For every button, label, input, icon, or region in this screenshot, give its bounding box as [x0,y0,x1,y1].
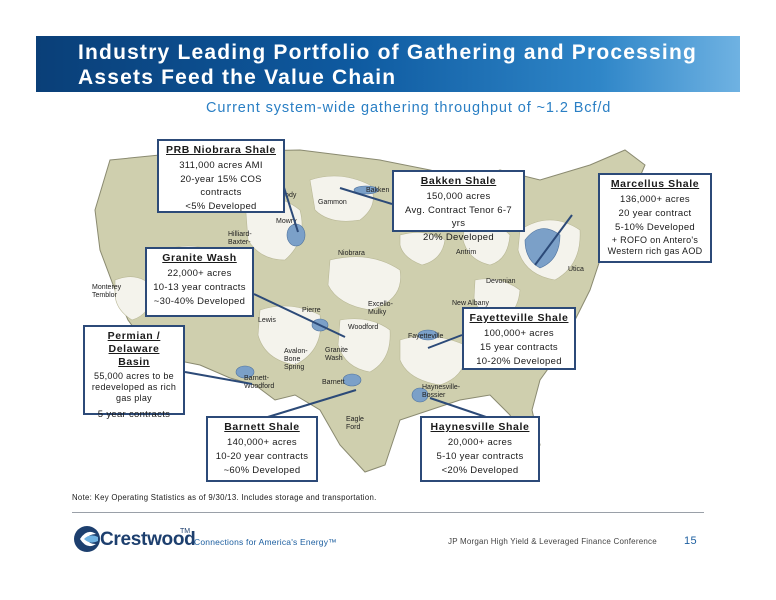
callout-title: Barnett Shale [224,421,300,433]
callout-bakken: Bakken Shale 150,000 acres Avg. Contract… [392,170,525,243]
page-subtitle: Current system-wide gathering throughput… [206,100,612,116]
callout-line: 10-20 year contracts [215,451,309,462]
callout-haynesville: Haynesville Shale 20,000+ acres 5-10 yea… [420,416,540,482]
callout-line: 5-10 year contracts [436,451,524,462]
footer-divider [72,512,704,513]
map-label-niobrara: Niobrara [338,250,365,257]
callout-title: Marcellus Shale [610,178,700,190]
callout-line: 10-13 year contracts [153,282,246,293]
map-label-pierre: Pierre [302,307,321,314]
map-label-woodford: Woodford [348,324,379,331]
callout-title: Bakken Shale [420,175,497,187]
callout-line: + ROFO on Antero's Western rich gas AOD [607,235,703,256]
callout-line: 100,000+ acres [484,328,554,339]
map-label-avalon: Avalon-Bone Spring [284,348,308,371]
callout-granite-wash: Granite Wash 22,000+ acres 10-13 year co… [145,247,254,317]
callout-line: 55,000 acres to be redeveloped as rich g… [91,371,177,403]
callout-line: 20% Developed [423,232,494,243]
callout-line: ~30-40% Developed [153,296,246,307]
map-label-granite-wash: Granite Wash [325,347,348,362]
map-label-fayetteville: Fayetteville [408,333,444,340]
map-label-gammon: Gammon [318,199,347,206]
callout-marcellus: Marcellus Shale 136,000+ acres 20 year c… [598,173,712,263]
map-label-bakken: Bakken [366,187,390,194]
map-label-hilliard: Hilliard-Baxter- [228,231,252,246]
company-tagline: Connections for America's Energy™ [194,537,337,547]
map-label-monterey: Monterey Temblor [92,284,122,299]
trademark: TM [180,528,191,535]
map-label-lewis: Lewis [258,317,276,324]
map-label-haynesville: Haynesville-Bossier [422,384,461,399]
callout-line: 20 year contract [618,208,692,219]
callout-line: 140,000+ acres [227,437,297,448]
callout-line: Avg. Contract Tenor 6-7 yrs [405,205,512,229]
callout-line: 10-20% Developed [476,356,562,367]
callout-line: 5 year contracts [97,409,171,420]
callout-barnett: Barnett Shale 140,000+ acres 10-20 year … [206,416,318,482]
crestwood-logo-icon [74,526,100,552]
callout-line: 5-10% Developed [614,222,696,233]
page-title: Industry Leading Portfolio of Gathering … [78,41,698,89]
map-label-utica: Utica [568,266,584,273]
callout-title: PRB Niobrara Shale [166,144,276,156]
callout-line: <5% Developed [185,201,257,212]
map-label-eagle-ford: Eagle Ford [346,416,364,431]
page-number: 15 [684,535,698,547]
callout-title: Haynesville Shale [430,421,530,433]
callout-line: 136,000+ acres [620,194,690,205]
conference-name: JP Morgan High Yield & Leveraged Finance… [448,537,657,546]
callout-line: ~60% Developed [223,465,301,476]
callout-line: 20-year 15% COS contracts [180,174,262,198]
map-label-mowry: Mowry [276,218,297,225]
callout-line: 22,000+ acres [167,268,232,279]
callout-line: <20% Developed [441,465,519,476]
callout-line: 15 year contracts [480,342,558,353]
map-label-barnett-woodford: Barnett-Woodford [244,375,275,390]
callout-fayetteville: Fayetteville Shale 100,000+ acres 15 yea… [462,307,576,370]
callout-prb-niobrara: PRB Niobrara Shale 311,000 acres AMI 20-… [157,139,285,213]
callout-title: Fayetteville Shale [469,312,569,324]
callout-line: 311,000 acres AMI [179,160,263,171]
callout-line: 150,000 acres [426,191,491,202]
map-label-antrim: Antrim [456,249,477,256]
map-label-devonian: Devonian [486,278,516,285]
footnote: Note: Key Operating Statistics as of 9/3… [72,493,377,502]
callout-title: Permian / Delaware Basin [107,330,161,368]
callout-title: Granite Wash [162,252,237,264]
callout-permian-delaware: Permian / Delaware Basin 55,000 acres to… [83,325,185,420]
map-label-barnett: Barnett [322,379,345,386]
map-label-excello: Excello-Mulky [368,301,393,316]
callout-line: 20,000+ acres [447,437,513,448]
map-label-new-albany: New Albany [452,300,489,307]
title-banner [36,36,740,92]
company-name: Crestwood [100,529,196,550]
